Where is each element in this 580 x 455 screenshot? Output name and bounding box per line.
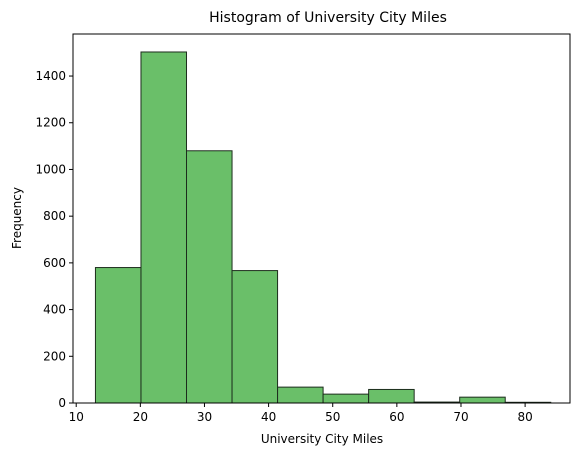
y-axis-ticks: 0 200 400 600 800 1000 1200 1400 [35, 69, 73, 410]
x-tick-label-3: 40 [261, 410, 276, 424]
y-tick-label-4: 800 [43, 209, 66, 223]
y-axis-label: Frequency [10, 187, 24, 249]
chart-title: Histogram of University City Miles [209, 10, 447, 26]
x-tick-label-2: 30 [197, 410, 212, 424]
x-tick-label-6: 70 [453, 410, 468, 424]
y-tick-label-3: 600 [43, 256, 66, 270]
x-tick-label-0: 10 [69, 410, 84, 424]
y-tick-label-0: 0 [58, 396, 66, 410]
x-tick-label-4: 50 [325, 410, 340, 424]
x-tick-label-7: 80 [517, 410, 532, 424]
x-axis-label: University City Miles [261, 432, 383, 446]
histogram-bar-5 [322, 393, 370, 404]
y-tick-label-1: 200 [43, 349, 66, 363]
histogram-bar-3 [231, 270, 279, 404]
y-tick-label-2: 400 [43, 303, 66, 317]
plot-frame [72, 33, 571, 404]
histogram-bar-2 [186, 150, 233, 404]
y-tick-label-7: 1400 [35, 69, 66, 83]
y-tick-label-5: 1000 [35, 162, 66, 176]
histogram-bar-6 [368, 388, 415, 404]
x-tick-label-1: 20 [133, 410, 148, 424]
y-tick-label-6: 1200 [35, 116, 66, 130]
histogram-bar-8 [459, 396, 506, 404]
x-tick-label-5: 60 [389, 410, 404, 424]
x-axis-ticks: 10 20 30 40 50 60 70 80 [69, 403, 533, 424]
histogram-bar-1 [140, 51, 188, 404]
histogram-bar-4 [277, 386, 324, 404]
histogram-bar-0 [94, 267, 142, 404]
bars-group [94, 51, 552, 404]
